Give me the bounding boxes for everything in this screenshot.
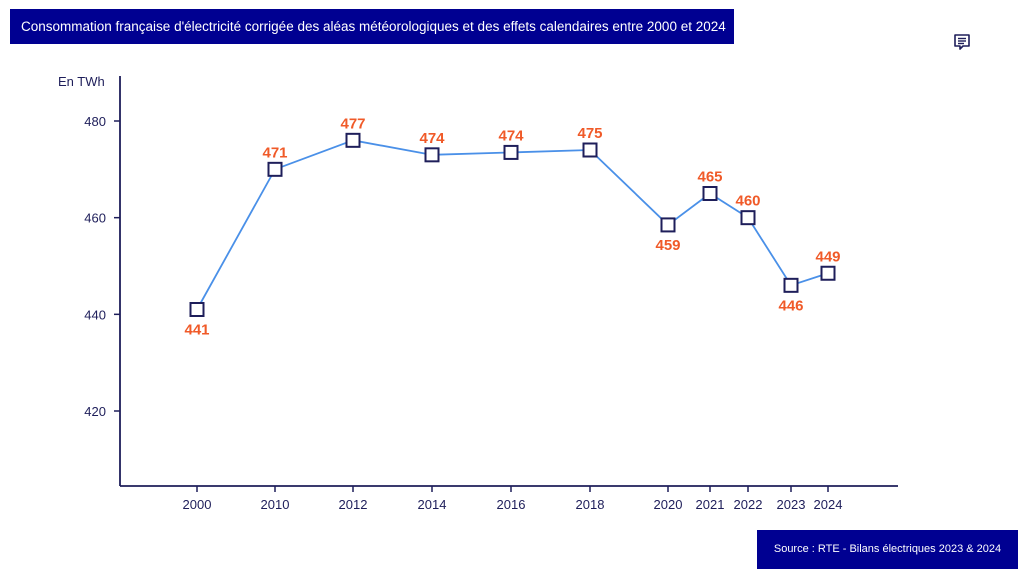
comment-icon[interactable] (952, 32, 972, 52)
data-point (503, 144, 519, 160)
series-line (196, 139, 829, 310)
x-tick-label: 2014 (418, 497, 447, 512)
y-tick-label: 460 (84, 211, 106, 226)
data-point (783, 277, 799, 293)
data-label: 477 (340, 115, 365, 132)
data-point (267, 161, 283, 177)
x-tick-label: 2000 (183, 497, 212, 512)
data-label: 474 (419, 130, 445, 147)
data-point (189, 302, 205, 317)
data-label: 465 (697, 169, 722, 186)
x-tick-label: 2021 (696, 497, 725, 512)
chart-title: Consommation française d'électricité cor… (10, 9, 734, 44)
data-point (424, 147, 440, 163)
x-tick-label: 2020 (654, 497, 683, 512)
y-tick-label: 440 (84, 307, 106, 322)
data-label: 474 (498, 127, 524, 144)
y-axis-title: En TWh (58, 74, 105, 89)
data-point (660, 217, 676, 233)
data-point (345, 132, 361, 148)
x-tick-label: 2012 (339, 497, 368, 512)
x-tick-label: 2016 (497, 497, 526, 512)
data-label: 459 (655, 237, 680, 254)
data-label: 460 (735, 193, 760, 210)
data-label: 475 (577, 125, 602, 142)
y-tick-label: 480 (84, 114, 106, 129)
x-tick-label: 2024 (814, 497, 843, 512)
x-tick-label: 2018 (576, 497, 605, 512)
data-label: 449 (815, 248, 840, 265)
y-tick-label: 420 (84, 404, 106, 419)
data-label: 441 (184, 322, 209, 339)
x-tick-label: 2023 (777, 497, 806, 512)
data-point (582, 142, 598, 158)
x-tick-label: 2022 (734, 497, 763, 512)
data-point (740, 210, 756, 226)
data-label: 471 (262, 144, 287, 161)
x-tick-label: 2010 (261, 497, 290, 512)
data-point (702, 186, 718, 201)
source-note: Source : RTE - Bilans électriques 2023 &… (757, 530, 1018, 569)
data-point (820, 265, 836, 281)
data-label: 446 (778, 297, 803, 314)
